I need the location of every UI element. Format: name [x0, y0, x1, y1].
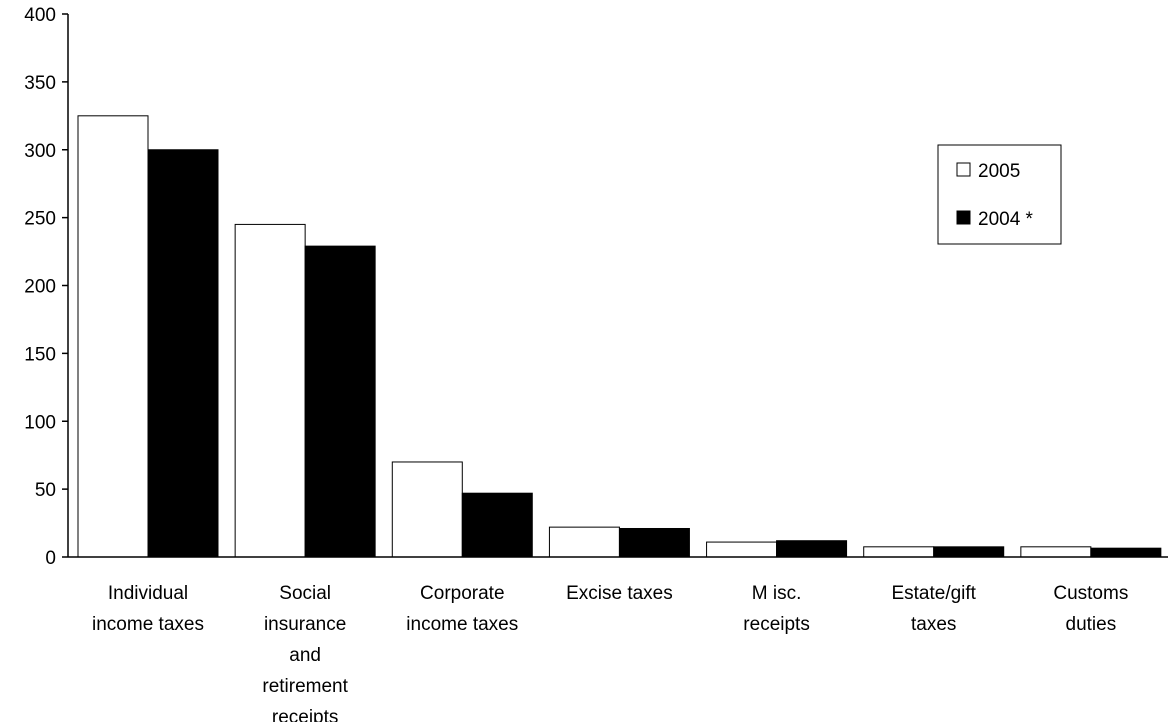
y-tick-label: 250 [24, 209, 56, 230]
bars-group [77, 115, 1162, 558]
x-category-label: Excise taxes [566, 583, 673, 604]
bar-2004-5 [933, 546, 1005, 558]
legend-label-2005: 2005 [978, 161, 1020, 182]
y-tick-label: 200 [24, 277, 56, 298]
y-tick-label: 300 [24, 141, 56, 162]
y-tick-label: 150 [24, 344, 56, 365]
x-category-label: receipts [272, 707, 339, 722]
y-axis-ticks: 0 50 100 150 200 250 300 350 400 [24, 5, 68, 569]
legend-box [937, 144, 1062, 245]
legend: 2005 2004 * [937, 144, 1062, 245]
x-category-label: retirement [262, 676, 348, 697]
y-tick-label: 0 [45, 548, 56, 569]
bar-2005-3 [548, 526, 620, 558]
bar-2005-4 [706, 541, 778, 558]
bar-2004-4 [776, 540, 848, 558]
legend-label-2004: 2004 * [978, 209, 1034, 230]
x-category-label: duties [1066, 614, 1117, 635]
bar-2005-2 [391, 461, 463, 558]
bar-2004-0 [147, 149, 219, 558]
y-tick-label: 100 [24, 412, 56, 433]
bar-2005-5 [863, 546, 935, 558]
x-category-label: insurance [264, 614, 346, 635]
x-category-label: Social [279, 583, 331, 604]
x-category-label: Customs [1053, 583, 1128, 604]
bar-2005-6 [1020, 546, 1092, 558]
x-category-label: income taxes [92, 614, 204, 635]
x-axis-labels: Individual income taxes Social insurance and… [92, 583, 1128, 722]
x-category-label: receipts [743, 614, 810, 635]
bar-2004-1 [304, 245, 376, 558]
x-category-label: M isc. [752, 583, 802, 604]
x-category-label: income taxes [406, 614, 518, 635]
x-category-label: Individual [108, 583, 188, 604]
x-category-label: and [289, 645, 321, 666]
x-category-label: Estate/gift [891, 583, 976, 604]
legend-swatch-2005 [956, 162, 971, 177]
x-category-label: taxes [911, 614, 956, 635]
bar-2004-3 [618, 527, 690, 558]
bar-2004-6 [1090, 547, 1162, 558]
legend-swatch-2004 [956, 210, 971, 225]
bar-2005-1 [234, 223, 306, 558]
y-tick-label: 350 [24, 73, 56, 94]
y-tick-label: 400 [24, 5, 56, 26]
bar-2004-2 [461, 492, 533, 558]
bar-2005-0 [77, 115, 149, 558]
x-category-label: Corporate [420, 583, 505, 604]
y-tick-label: 50 [35, 480, 56, 501]
